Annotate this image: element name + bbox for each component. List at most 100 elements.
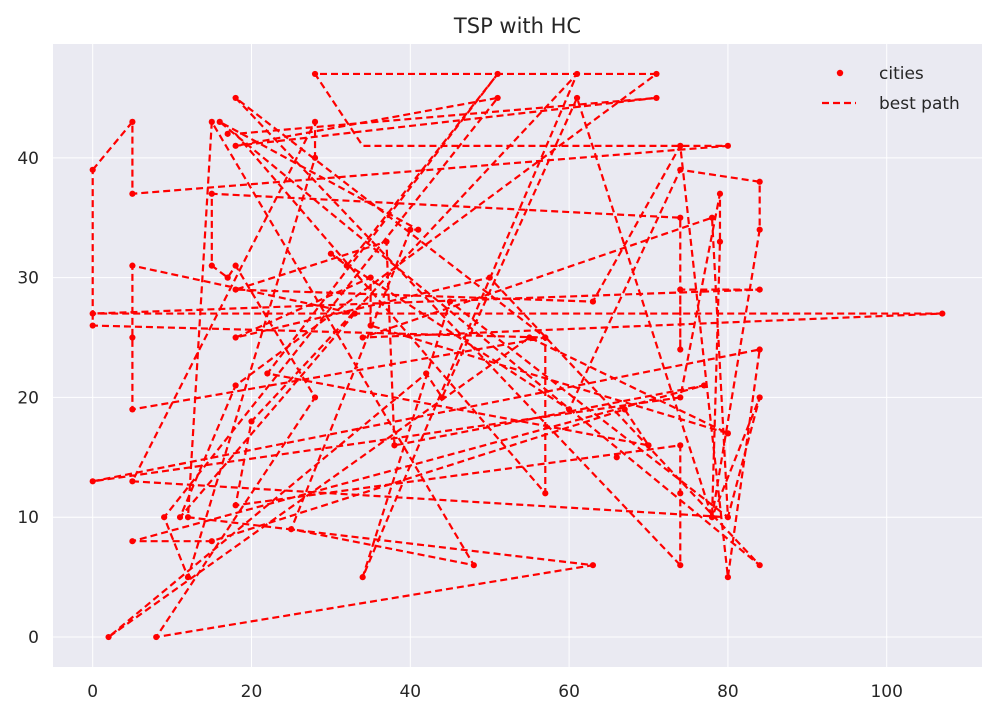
city-point [415, 226, 422, 233]
city-point [129, 118, 136, 125]
city-point [724, 514, 732, 521]
city-point [526, 334, 533, 341]
city-point [939, 310, 946, 317]
city-point [105, 633, 112, 641]
city-point [367, 322, 374, 329]
city-point [232, 502, 239, 509]
city-point [343, 262, 350, 269]
y-tick-label: 10 [17, 508, 39, 528]
city-point [311, 394, 319, 401]
city-point [589, 562, 597, 569]
city-point [756, 178, 763, 185]
city-point [359, 574, 366, 581]
city-point [208, 190, 215, 197]
city-point [573, 70, 581, 78]
city-point [613, 454, 620, 461]
city-point [494, 70, 501, 78]
city-point [232, 142, 239, 149]
plot-area [53, 44, 982, 667]
city-point [224, 130, 231, 137]
city-point [311, 70, 319, 78]
city-point [566, 406, 573, 413]
city-point [129, 190, 136, 197]
city-point [383, 238, 390, 245]
legend-marker-cities [836, 69, 844, 77]
city-point [89, 166, 96, 173]
y-tick-label: 0 [28, 628, 39, 648]
city-point [573, 94, 581, 102]
city-point [129, 406, 136, 413]
city-point [470, 562, 477, 569]
city-point [677, 166, 684, 173]
city-point [621, 406, 628, 413]
chart-title: TSP with HC [453, 14, 581, 38]
city-point [208, 118, 215, 125]
x-tick-label: 40 [399, 682, 421, 702]
city-point [248, 418, 255, 425]
city-point [700, 382, 708, 389]
city-point [724, 574, 732, 581]
legend-label-best-path: best path [879, 94, 960, 114]
city-point [423, 370, 430, 377]
city-point [756, 562, 763, 569]
city-point [677, 142, 684, 149]
city-point [208, 538, 215, 545]
city-point [232, 94, 239, 102]
legend: cities best path [822, 64, 960, 114]
city-point [129, 334, 136, 341]
x-tick-label: 60 [558, 682, 580, 702]
city-point [184, 514, 192, 521]
city-point [327, 250, 335, 257]
city-point [232, 334, 239, 341]
city-point [756, 226, 763, 233]
city-point [542, 490, 549, 497]
city-point [208, 262, 215, 269]
city-point [653, 94, 660, 102]
city-point [129, 538, 136, 545]
city-point [677, 286, 684, 293]
city-point [184, 574, 192, 581]
city-point [645, 442, 652, 449]
city-point [724, 430, 732, 437]
city-point [708, 214, 716, 221]
city-point [129, 478, 136, 485]
city-point [311, 154, 319, 161]
city-point [153, 633, 160, 641]
city-point [756, 394, 763, 401]
city-point [716, 190, 724, 197]
legend-label-cities: cities [879, 64, 924, 84]
city-point [756, 286, 763, 293]
city-point [677, 346, 684, 353]
city-point [438, 394, 446, 401]
city-point [708, 514, 716, 521]
city-point [129, 262, 136, 269]
city-point [359, 334, 366, 341]
y-tick-label: 30 [17, 269, 39, 289]
city-point [724, 142, 732, 149]
city-point [232, 382, 239, 389]
city-point [311, 118, 319, 125]
x-tick-label: 80 [717, 682, 739, 702]
y-tick-label: 40 [17, 149, 39, 169]
city-point [391, 442, 398, 449]
city-point [756, 346, 763, 353]
city-point [351, 310, 358, 317]
city-point [677, 562, 684, 569]
y-tick-label: 20 [17, 388, 39, 408]
city-point [89, 478, 96, 485]
city-point [494, 94, 501, 102]
city-point [677, 490, 684, 497]
city-point [264, 370, 271, 377]
city-point [677, 442, 684, 449]
city-point [653, 70, 660, 78]
city-point [224, 274, 231, 281]
city-point [407, 226, 414, 233]
city-point [677, 214, 684, 221]
city-point [161, 514, 168, 521]
city-point [716, 238, 724, 245]
city-point [89, 310, 96, 317]
city-point [89, 322, 96, 329]
city-point [288, 526, 295, 533]
